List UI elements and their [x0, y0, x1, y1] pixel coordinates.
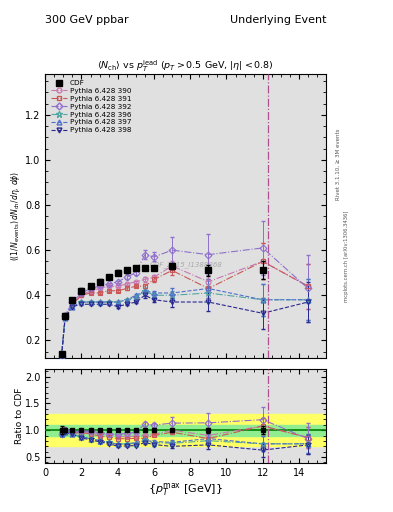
Text: 300 GeV ppbar: 300 GeV ppbar [45, 15, 129, 26]
Text: mcplots.cern.ch [arXiv:1306.3436]: mcplots.cern.ch [arXiv:1306.3436] [344, 210, 349, 302]
Y-axis label: $((1/N_\mathrm{events})\,dN_\mathrm{ch}/d\eta,\,d\phi)$: $((1/N_\mathrm{events})\,dN_\mathrm{ch}/… [9, 171, 22, 262]
Title: $\langle N_\mathrm{ch}\rangle$ vs $p_T^\mathrm{lead}$ ($p_T > 0.5$ GeV, $|\eta| : $\langle N_\mathrm{ch}\rangle$ vs $p_T^\… [97, 59, 274, 74]
Y-axis label: Ratio to CDF: Ratio to CDF [15, 388, 24, 444]
X-axis label: $\{p_T^\mathrm{max}\ [\mathrm{GeV}]\}$: $\{p_T^\mathrm{max}\ [\mathrm{GeV}]\}$ [148, 481, 223, 498]
Text: CDF_2015_I1388868: CDF_2015_I1388868 [149, 261, 222, 268]
Text: Rivet 3.1.10, ≥ 3M events: Rivet 3.1.10, ≥ 3M events [336, 128, 341, 200]
Text: Underlying Event: Underlying Event [230, 15, 326, 26]
Legend: CDF, Pythia 6.428 390, Pythia 6.428 391, Pythia 6.428 392, Pythia 6.428 396, Pyt: CDF, Pythia 6.428 390, Pythia 6.428 391,… [49, 78, 133, 135]
